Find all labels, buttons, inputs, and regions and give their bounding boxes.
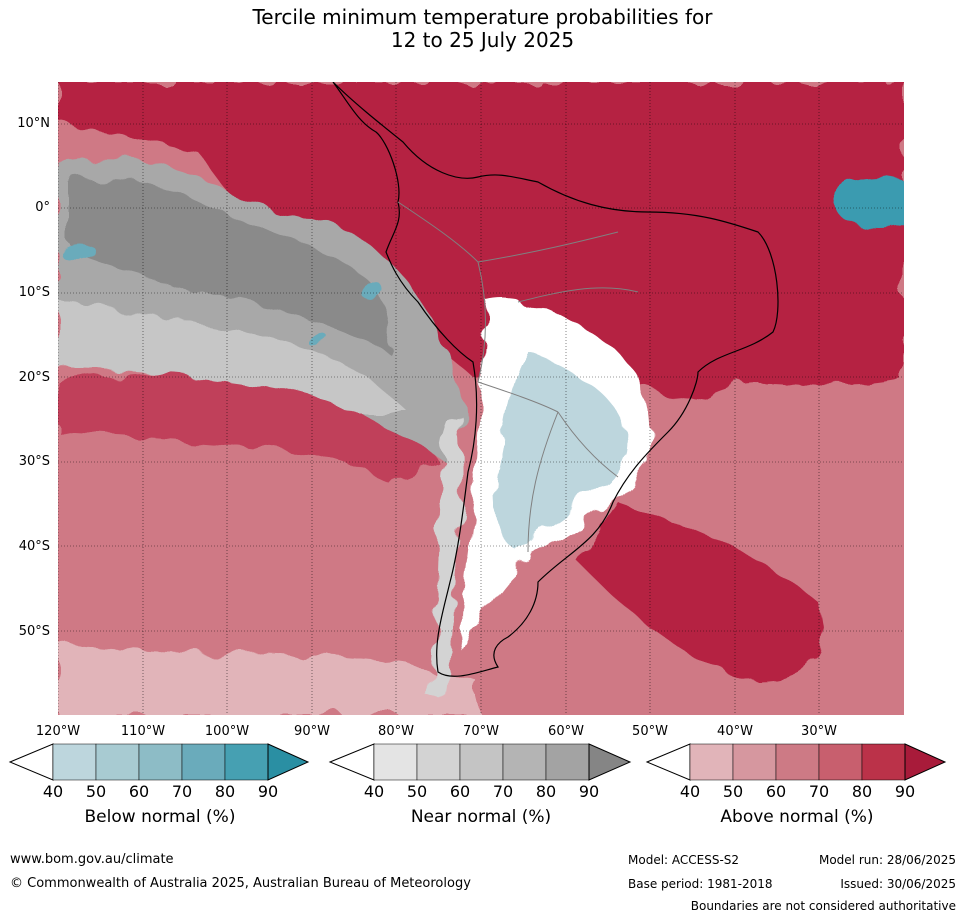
below-normal-colorbar xyxy=(8,743,310,781)
below-normal-pacific-patch-2 xyxy=(60,242,96,262)
above-normal-colorbar xyxy=(645,743,947,781)
lon-label-80w: 80°W xyxy=(378,724,414,739)
footer-disclaimer: Boundaries are not considered authoritat… xyxy=(690,899,956,913)
below-normal-atlantic-patch xyxy=(833,177,904,227)
map-title-line-2: 12 to 25 July 2025 xyxy=(390,28,575,52)
lon-label-30w: 30°W xyxy=(801,724,837,739)
country-borders xyxy=(397,201,639,553)
lon-label-40w: 40°W xyxy=(717,724,753,739)
near-tick-70: 70 xyxy=(492,782,514,801)
map-title-line-1: Tercile minimum temperature probabilitie… xyxy=(252,5,713,29)
lat-label-10s: 10°S xyxy=(18,285,50,300)
near-normal-legend-title: Near normal (%) xyxy=(410,807,552,827)
below-tick-70: 70 xyxy=(171,782,193,801)
above-normal-south-atlantic xyxy=(578,502,826,682)
lat-label-30s: 30°S xyxy=(18,454,50,469)
above-normal-south-pale xyxy=(58,642,478,715)
near-tick-40: 40 xyxy=(363,782,385,801)
above-tick-80: 80 xyxy=(851,782,873,801)
footer-model: Model: ACCESS-S2 xyxy=(628,853,740,867)
footer-base-period: Base period: 1981-2018 xyxy=(628,877,773,891)
above-tick-70: 70 xyxy=(808,782,830,801)
below-tick-80: 80 xyxy=(214,782,236,801)
below-normal-pacific-patch-3 xyxy=(306,334,330,346)
above-tick-50: 50 xyxy=(722,782,744,801)
above-normal-legend-title: Above normal (%) xyxy=(720,807,874,827)
lon-label-70w: 70°W xyxy=(463,724,499,739)
near-normal-colorbar xyxy=(328,743,632,781)
lon-label-90w: 90°W xyxy=(294,724,330,739)
footer-url: www.bom.gov.au/climate xyxy=(10,852,174,867)
footer-issued: Issued: 30/06/2025 xyxy=(840,877,956,891)
below-tick-90: 90 xyxy=(257,782,279,801)
above-tick-60: 60 xyxy=(765,782,787,801)
lat-label-10n: 10°N xyxy=(17,116,50,131)
probability-map xyxy=(58,82,904,715)
near-normal-andes-strip xyxy=(428,412,463,702)
near-tick-50: 50 xyxy=(406,782,428,801)
near-tick-60: 60 xyxy=(449,782,471,801)
above-tick-40: 40 xyxy=(679,782,701,801)
lon-label-60w: 60°W xyxy=(548,724,584,739)
above-tick-90: 90 xyxy=(894,782,916,801)
below-normal-continent-patch xyxy=(494,352,629,552)
footer-copyright: © Commonwealth of Australia 2025, Austra… xyxy=(10,876,471,891)
below-tick-40: 40 xyxy=(42,782,64,801)
near-tick-80: 80 xyxy=(535,782,557,801)
below-tick-50: 50 xyxy=(85,782,107,801)
near-normal-dark-patch xyxy=(68,179,392,352)
near-tick-90: 90 xyxy=(578,782,600,801)
lat-label-50s: 50°S xyxy=(18,624,50,639)
lat-label-40s: 40°S xyxy=(18,539,50,554)
lat-label-20s: 20°S xyxy=(18,370,50,385)
below-normal-legend-title: Below normal (%) xyxy=(84,807,236,827)
lon-label-50w: 50°W xyxy=(632,724,668,739)
near-normal-light-band xyxy=(58,302,408,412)
lat-label-0: 0° xyxy=(35,200,50,215)
south-america-coastline xyxy=(332,82,779,677)
footer-model-run: Model run: 28/06/2025 xyxy=(818,853,956,867)
lon-label-120w: 120°W xyxy=(35,724,81,739)
lon-label-100w: 100°W xyxy=(204,724,250,739)
below-tick-60: 60 xyxy=(128,782,150,801)
below-normal-pacific-patch-1 xyxy=(361,283,385,301)
lon-label-110w: 110°W xyxy=(120,724,166,739)
